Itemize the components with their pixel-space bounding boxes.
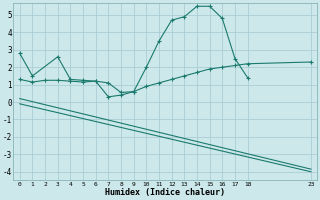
X-axis label: Humidex (Indice chaleur): Humidex (Indice chaleur) (105, 188, 225, 197)
